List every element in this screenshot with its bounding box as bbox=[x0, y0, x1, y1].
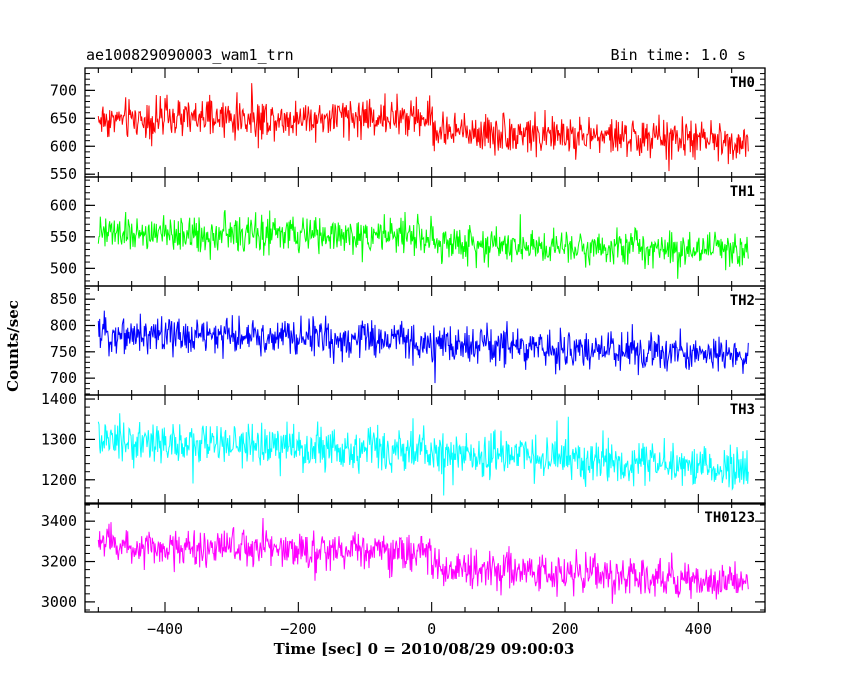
chart-title: ae100829090003_wam1_trn bbox=[86, 46, 294, 64]
y-tick-label: 850 bbox=[50, 290, 77, 308]
y-tick-label: 600 bbox=[50, 196, 77, 214]
panel-frame bbox=[84, 502, 766, 613]
series-line-th2 bbox=[97, 310, 749, 384]
x-tick-label: 400 bbox=[685, 620, 712, 638]
series-line-th1 bbox=[97, 210, 749, 279]
x-axis: −400 −200 0 200 400 bbox=[147, 620, 712, 638]
x-tick-label: 0 bbox=[427, 620, 436, 638]
y-tick-label: 550 bbox=[50, 228, 77, 246]
y-tick-label: 600 bbox=[50, 137, 77, 155]
panel-label: TH0 bbox=[730, 75, 755, 91]
panel-th0: 550 600 650 700 TH0 bbox=[50, 67, 766, 183]
y-tick-label: 750 bbox=[50, 343, 77, 361]
panel-label: TH2 bbox=[730, 293, 755, 309]
y-tick-label: 700 bbox=[50, 81, 77, 99]
panel-th2: 700 750 800 850 TH2 bbox=[50, 285, 766, 396]
panel-label: TH0123 bbox=[704, 510, 755, 526]
x-tick-label: −400 bbox=[147, 620, 183, 638]
y-tick-label: 500 bbox=[50, 259, 77, 277]
series-line-th0 bbox=[97, 83, 749, 172]
y-tick-label: 1400 bbox=[41, 390, 77, 408]
y-tick-label: 1200 bbox=[41, 471, 77, 489]
y-tick-label: 650 bbox=[50, 109, 77, 127]
y-tick-label: 1300 bbox=[41, 430, 77, 448]
y-tick-label: 3000 bbox=[41, 593, 77, 611]
panel-frame bbox=[84, 394, 766, 505]
panel-th3: 1200 1300 1400 TH3 bbox=[41, 390, 766, 505]
panels-group: 550 600 650 700 TH0 500 550 600 TH1 700 750 800 850 T… bbox=[41, 67, 766, 613]
x-tick-label: 200 bbox=[551, 620, 578, 638]
y-tick-label: 550 bbox=[50, 165, 77, 183]
x-tick-label: −200 bbox=[280, 620, 316, 638]
x-axis-title: Time [sec] 0 = 2010/08/29 09:00:03 bbox=[274, 640, 575, 658]
panel-th1: 500 550 600 TH1 bbox=[50, 176, 766, 287]
y-tick-label: 3400 bbox=[41, 512, 77, 530]
series-line-th3 bbox=[97, 413, 749, 496]
panel-th0123: 3000 3200 3400 TH0123 bbox=[41, 502, 766, 613]
series-line-th0123 bbox=[97, 517, 749, 604]
bin-time-label: Bin time: 1.0 s bbox=[611, 46, 746, 64]
panel-label: TH3 bbox=[730, 402, 755, 418]
y-tick-label: 800 bbox=[50, 316, 77, 334]
panel-label: TH1 bbox=[730, 184, 755, 200]
y-axis-title: Counts/sec bbox=[4, 300, 22, 392]
y-tick-label: 700 bbox=[50, 369, 77, 387]
y-tick-label: 3200 bbox=[41, 553, 77, 571]
